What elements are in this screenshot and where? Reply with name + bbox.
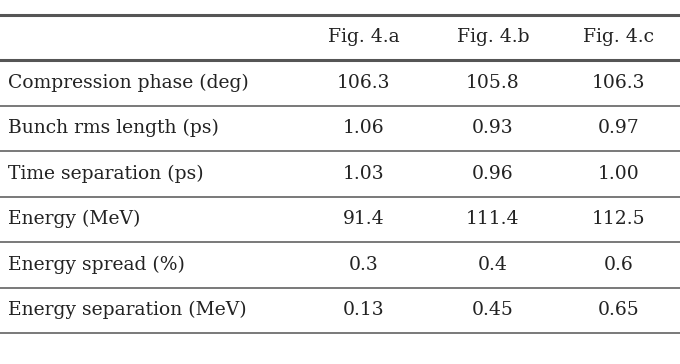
Text: 106.3: 106.3	[337, 74, 390, 92]
Text: 0.3: 0.3	[349, 256, 379, 274]
Text: 1.00: 1.00	[598, 165, 640, 183]
Text: Compression phase (deg): Compression phase (deg)	[8, 74, 249, 92]
Text: 1.03: 1.03	[343, 165, 385, 183]
Text: Energy separation (MeV): Energy separation (MeV)	[8, 301, 247, 320]
Text: 0.6: 0.6	[604, 256, 634, 274]
Text: 1.06: 1.06	[343, 119, 385, 137]
Text: 91.4: 91.4	[343, 210, 385, 228]
Text: 0.97: 0.97	[598, 119, 640, 137]
Text: 0.65: 0.65	[598, 301, 640, 319]
Text: 0.45: 0.45	[472, 301, 514, 319]
Text: 112.5: 112.5	[592, 210, 645, 228]
Text: Fig. 4.a: Fig. 4.a	[328, 28, 400, 46]
Text: Fig. 4.b: Fig. 4.b	[457, 28, 529, 46]
Text: 105.8: 105.8	[466, 74, 520, 92]
Text: Bunch rms length (ps): Bunch rms length (ps)	[8, 119, 219, 138]
Text: 0.13: 0.13	[343, 301, 385, 319]
Text: 0.4: 0.4	[478, 256, 508, 274]
Text: Time separation (ps): Time separation (ps)	[8, 165, 204, 183]
Text: 0.96: 0.96	[472, 165, 514, 183]
Text: Energy (MeV): Energy (MeV)	[8, 210, 141, 229]
Text: 111.4: 111.4	[466, 210, 520, 228]
Text: Energy spread (%): Energy spread (%)	[8, 256, 185, 274]
Text: Fig. 4.c: Fig. 4.c	[583, 28, 654, 46]
Text: 106.3: 106.3	[592, 74, 645, 92]
Text: 0.93: 0.93	[472, 119, 514, 137]
